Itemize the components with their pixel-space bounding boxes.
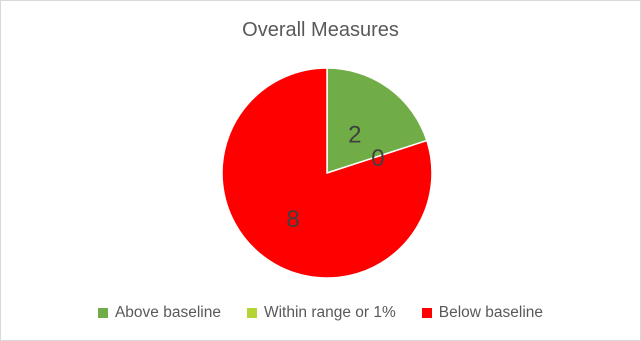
legend-label-below-baseline: Below baseline xyxy=(438,304,544,321)
legend-item-below-baseline: Below baseline xyxy=(421,304,544,322)
chart-title: Overall Measures xyxy=(242,19,399,41)
pie-slice-above-baseline xyxy=(326,67,428,175)
legend-swatch-within-range xyxy=(246,308,257,318)
legend-item-above-baseline: Above baseline xyxy=(97,304,221,322)
legend-swatch-above-baseline xyxy=(97,308,108,318)
pie-chart: 20 8 xyxy=(221,67,433,279)
legend-label-above-baseline: Above baseline xyxy=(114,304,221,321)
pie-slice-below-baseline xyxy=(221,67,433,279)
data-label-below-baseline: 8 xyxy=(286,206,299,233)
legend-item-within-range: Within range or 1% xyxy=(246,304,396,322)
data-label-above-baseline: 2 xyxy=(348,121,361,148)
legend-label-within-range: Within range or 1% xyxy=(263,304,396,321)
legend: Above baseline Within range or 1% Below … xyxy=(1,304,640,322)
data-label-within-range-or-1: 0 xyxy=(371,145,384,172)
legend-swatch-below-baseline xyxy=(421,308,432,318)
